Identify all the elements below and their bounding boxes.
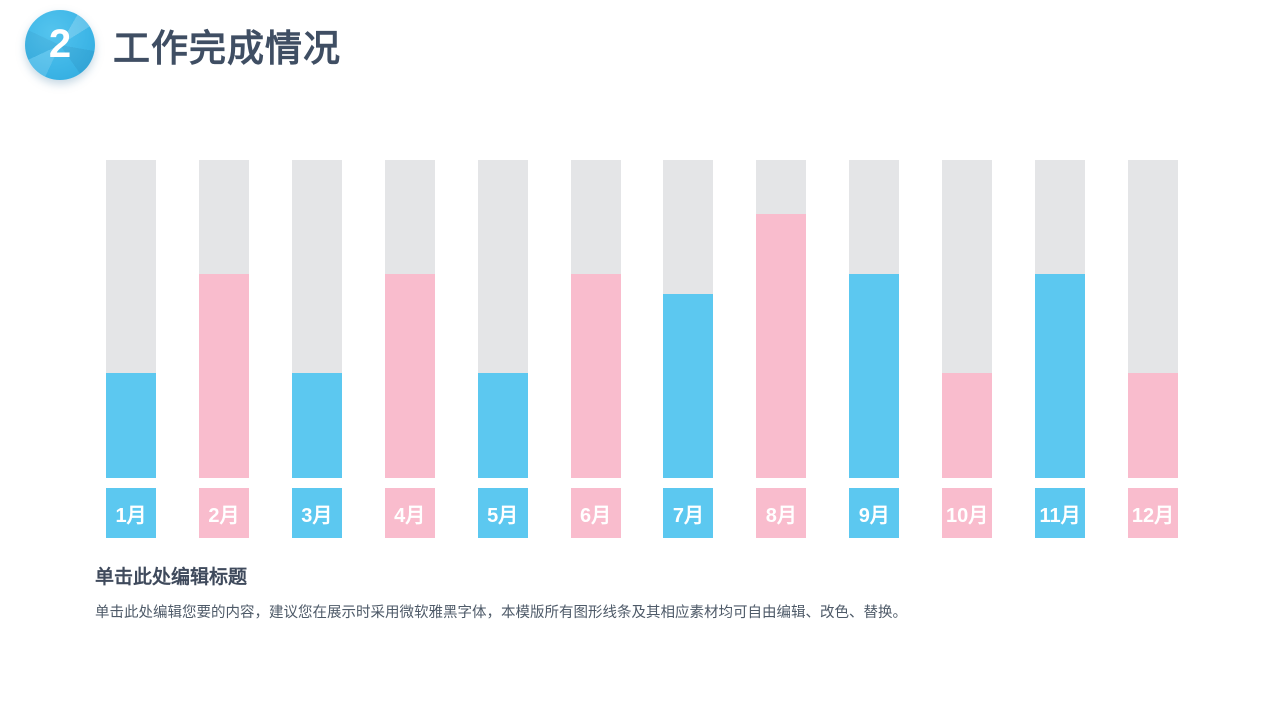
bar-fill (106, 373, 156, 478)
bar-track (384, 160, 435, 478)
month-label: 3月 (291, 488, 342, 538)
bar-fill (663, 293, 714, 478)
month-label: 2月 (198, 488, 249, 538)
bar-track (756, 160, 807, 478)
bar-fill (1127, 373, 1178, 478)
chart-column: 9月 (849, 160, 900, 538)
caption-title: 单击此处编辑标题 (95, 567, 248, 588)
bar-track (942, 160, 993, 478)
caption-block: 单击此处编辑标题 单击此处编辑您要的内容，建议您在展示时采用微软雅黑字体，本模版… (95, 562, 1190, 622)
bar-fill (198, 274, 249, 478)
bar-fill (756, 214, 807, 478)
caption-body: 单击此处编辑您要的内容，建议您在展示时采用微软雅黑字体，本模版所有图形线条及其相… (95, 605, 907, 621)
chart-column: 1月 (106, 160, 156, 538)
slide-header: 2 工作完成情况 (25, 10, 341, 80)
month-label: 1月 (106, 488, 156, 538)
slide-title: 工作完成情况 (113, 28, 341, 69)
bar-fill (849, 274, 900, 478)
month-label: 8月 (756, 488, 807, 538)
month-label: 6月 (570, 488, 621, 538)
bar-fill (1035, 274, 1086, 478)
bar-track (570, 160, 621, 478)
bar-fill (570, 274, 621, 478)
bar-fill (477, 373, 528, 478)
bar-track (1035, 160, 1086, 478)
bar-track (291, 160, 342, 478)
chart-column: 7月 (663, 160, 714, 538)
month-label: 7月 (663, 488, 714, 538)
section-number: 2 (48, 22, 72, 66)
chart-column: 10月 (942, 160, 993, 538)
month-label: 9月 (849, 488, 900, 538)
bar-track (849, 160, 900, 478)
month-label: 11月 (1035, 488, 1086, 538)
section-number-badge: 2 (25, 10, 95, 80)
chart-column: 6月 (570, 160, 621, 538)
bar-track (198, 160, 249, 478)
chart-column: 3月 (291, 160, 342, 538)
chart-column: 5月 (477, 160, 528, 538)
month-label: 12月 (1127, 488, 1178, 538)
bar-fill (942, 373, 993, 478)
bar-track (663, 160, 714, 478)
chart-column: 8月 (756, 160, 807, 538)
month-label: 4月 (384, 488, 435, 538)
chart-column: 11月 (1035, 160, 1086, 538)
chart-column: 12月 (1127, 160, 1178, 538)
chart-column: 4月 (384, 160, 435, 538)
bar-track (477, 160, 528, 478)
bar-track (1127, 160, 1178, 478)
chart-column: 2月 (198, 160, 249, 538)
bar-fill (291, 373, 342, 478)
month-label: 10月 (942, 488, 993, 538)
bar-fill (384, 274, 435, 478)
monthly-completion-bar-chart: 1月 2月 3月 4月 5月 6月 7月 8月 9月 10月 11月 12月 (106, 160, 1178, 538)
bar-track (106, 160, 156, 478)
month-label: 5月 (477, 488, 528, 538)
